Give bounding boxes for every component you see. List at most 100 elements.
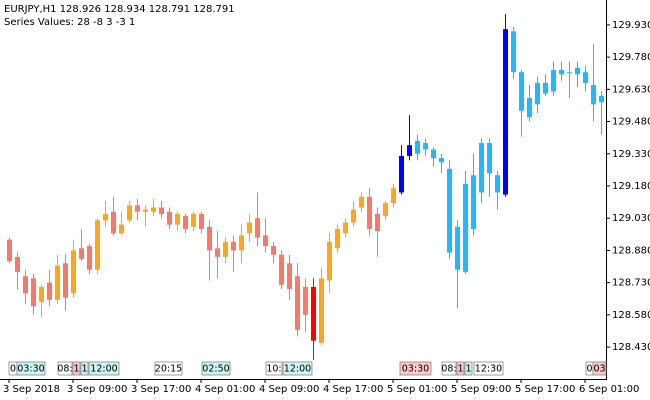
y-tick-label: 128.430 [612, 342, 650, 353]
candle-body [207, 226, 212, 251]
session-markers: 0 03:30 08: 1 1 12:00 20:15 02:50 10: 12:00 03:30 0… [8, 361, 607, 376]
candle-body [575, 67, 580, 75]
session-marker-label: 1 [457, 364, 463, 375]
candle-body [535, 82, 540, 105]
candle-body [111, 211, 116, 234]
x-tick-label: 4 Sep 09:00 [259, 384, 319, 395]
candle-body [367, 196, 372, 229]
candle-body [471, 175, 476, 229]
candle-body [519, 72, 524, 111]
session-marker-box [16, 361, 46, 376]
candle-body [183, 216, 188, 229]
session-marker-box [154, 361, 183, 376]
x-tick-label: 4 Sep 17:00 [323, 384, 383, 395]
candle-body [559, 70, 564, 75]
candle-body [287, 263, 292, 290]
candle-body [455, 226, 460, 270]
session-marker-box [473, 361, 504, 376]
candle-body [39, 286, 44, 302]
session-marker-label: 10: [266, 364, 281, 375]
candle-body [431, 149, 436, 159]
x-tick-label: 6 Sep 01:00 [579, 384, 639, 395]
session-marker-label: 12:30 [475, 364, 502, 375]
session-marker-box [399, 361, 432, 376]
x-tick-label: 5 Sep 17:00 [515, 384, 575, 395]
candle-body [479, 143, 484, 193]
candle-body [423, 143, 428, 150]
candle-body [351, 209, 356, 223]
y-tick-label: 129.780 [612, 52, 650, 63]
candle-body [487, 143, 492, 174]
session-marker-label: 03:30 [17, 364, 44, 375]
candle-body [47, 282, 52, 300]
candle-body [583, 72, 588, 83]
candle-body [263, 235, 268, 247]
session-marker-box [265, 361, 283, 376]
candle-body [87, 246, 92, 270]
session-marker-box [201, 361, 231, 376]
y-tick-label: 129.630 [612, 84, 650, 95]
session-marker-box [456, 361, 465, 376]
chart-subtitle: Series Values: 28 -8 3 -3 1 [4, 17, 135, 28]
y-tick-label: 128.730 [612, 278, 650, 289]
candle-body [279, 254, 284, 285]
candle-body [359, 196, 364, 208]
candle-body [7, 239, 12, 262]
session-marker-label: 12:00 [284, 364, 311, 375]
candle-body [407, 145, 412, 156]
candle-body [63, 263, 68, 298]
candle-body [255, 218, 260, 238]
y-tick-label: 129.930 [612, 20, 650, 31]
candle-body [303, 286, 308, 315]
candle-body [23, 276, 28, 294]
candle-body [167, 211, 172, 225]
candle-body [567, 72, 572, 74]
candle-body [15, 256, 20, 272]
candle-body [343, 222, 348, 234]
session-marker-label: 03 [593, 364, 605, 375]
candle-body [295, 276, 300, 330]
candle-body [55, 265, 60, 300]
candle-body [223, 241, 228, 257]
candle-body [335, 228, 340, 249]
candle-body [159, 207, 164, 214]
candle-body [199, 213, 204, 229]
session-marker-box [592, 361, 607, 376]
session-marker-label: 1 [81, 364, 87, 375]
session-marker-box [282, 361, 313, 376]
candle-body [231, 241, 236, 251]
candle-body [71, 250, 76, 294]
candle-body [103, 213, 108, 221]
y-tick-label: 129.180 [612, 181, 650, 192]
x-tick-label: 3 Sep 09:00 [67, 384, 127, 395]
y-tick-label: 129.330 [612, 149, 650, 160]
session-marker-box [464, 361, 473, 376]
candle-body [375, 213, 380, 232]
candle-body [119, 224, 124, 234]
x-tick-label: 5 Sep 01:00 [387, 384, 447, 395]
candle-body [447, 168, 452, 253]
candle-body [383, 203, 388, 217]
session-marker-label: 12:00 [90, 364, 117, 375]
candle-body [463, 183, 468, 272]
session-marker-box [441, 361, 457, 376]
candle-body [215, 248, 220, 257]
y-tick-label: 129.480 [612, 117, 650, 128]
candle-body [191, 213, 196, 227]
y-tick-label: 128.880 [612, 245, 650, 256]
x-tick-label: 3 Sep 2018 [3, 384, 60, 395]
candle-body [95, 220, 100, 270]
candle-body [127, 205, 132, 221]
candle-body [439, 158, 444, 163]
candle-body [495, 175, 500, 193]
x-tick-label: 3 Sep 17:00 [131, 384, 191, 395]
session-marker-label: 08: [441, 364, 456, 375]
session-marker-label: 0 [586, 364, 592, 375]
chart-title: EURJPY,H1 128.926 128.934 128.791 128.79… [4, 4, 235, 15]
candle-body [135, 205, 140, 212]
session-marker-box [88, 361, 120, 376]
session-marker-label: 20:15 [155, 364, 182, 375]
session-marker-box [57, 361, 73, 376]
